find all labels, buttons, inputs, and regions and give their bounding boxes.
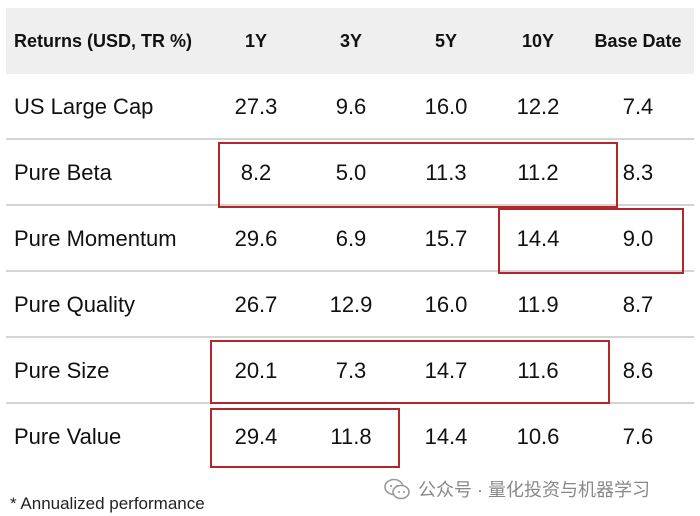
cell-3y: 7.3 (335, 358, 367, 383)
row-divider (6, 336, 694, 338)
cell-3y: 12.9 (329, 292, 373, 317)
cell-10y: 11.9 (517, 292, 559, 317)
cell-3y: 6.9 (335, 226, 367, 251)
header-returns: Returns (USD, TR %) (14, 30, 193, 51)
row-name: Pure Size (14, 358, 110, 383)
row-name: Pure Quality (14, 292, 136, 317)
cell-1y: 20.1 (234, 358, 278, 383)
table-row: US Large Cap 27.3 9.6 16.0 12.2 7.4 (6, 74, 694, 140)
cell-1y: 29.6 (234, 226, 278, 251)
cell-base-date: 7.4 (622, 94, 654, 119)
cell-10y: 11.2 (517, 160, 559, 185)
cell-3y: 9.6 (335, 94, 367, 119)
cell-3y: 11.8 (330, 424, 372, 449)
cell-base-date: 9.0 (622, 226, 654, 251)
cell-base-date: 8.7 (622, 292, 654, 317)
table-row: Pure Value 29.4 11.8 14.4 10.6 7.6 (6, 404, 694, 470)
cell-10y: 11.6 (517, 358, 559, 383)
cell-5y: 16.0 (424, 292, 468, 317)
table-row: Pure Beta 8.2 5.0 11.3 11.2 8.3 (6, 140, 694, 206)
header-3y: 3Y (339, 30, 363, 51)
watermark-text: 公众号 · 量化投资与机器学习 (418, 480, 650, 500)
row-name: US Large Cap (14, 94, 154, 119)
cell-5y: 14.4 (424, 424, 468, 449)
cell-base-date: 8.6 (622, 358, 654, 383)
row-name: Pure Value (14, 424, 122, 449)
header-base-date: Base Date (594, 30, 682, 51)
cell-10y: 10.6 (516, 424, 560, 449)
cell-1y: 27.3 (234, 94, 278, 119)
table-header-row: Returns (USD, TR %) 1Y 3Y 5Y 10Y Base Da… (6, 8, 694, 74)
table-row: Pure Size 20.1 7.3 14.7 11.6 8.6 (6, 338, 694, 404)
table-row: Pure Quality 26.7 12.9 16.0 11.9 8.7 (6, 272, 694, 338)
cell-3y: 5.0 (335, 160, 367, 185)
cell-10y: 14.4 (516, 226, 560, 251)
header-5y: 5Y (434, 30, 458, 51)
cell-5y: 16.0 (424, 94, 468, 119)
cell-1y: 8.2 (240, 160, 272, 185)
wechat-icon (384, 478, 410, 500)
cell-5y: 15.7 (424, 226, 468, 251)
cell-5y: 14.7 (424, 358, 468, 383)
row-divider (6, 270, 694, 272)
cell-base-date: 7.6 (622, 424, 654, 449)
cell-1y: 29.4 (234, 424, 278, 449)
header-1y: 1Y (244, 30, 268, 51)
cell-5y: 11.3 (425, 160, 467, 185)
returns-table: Returns (USD, TR %) 1Y 3Y 5Y 10Y Base Da… (6, 8, 694, 470)
cell-1y: 26.7 (234, 292, 278, 317)
cell-10y: 12.2 (516, 94, 560, 119)
watermark: 公众号 · 量化投资与机器学习 (384, 476, 650, 502)
row-divider (6, 204, 694, 206)
row-name: Pure Beta (14, 160, 112, 185)
header-10y: 10Y (521, 30, 555, 51)
row-name: Pure Momentum (14, 226, 177, 251)
cell-base-date: 8.3 (622, 160, 654, 185)
table-row: Pure Momentum 29.6 6.9 15.7 14.4 9.0 (6, 206, 694, 272)
row-divider (6, 138, 694, 140)
footnote: * Annualized performance (10, 494, 205, 513)
